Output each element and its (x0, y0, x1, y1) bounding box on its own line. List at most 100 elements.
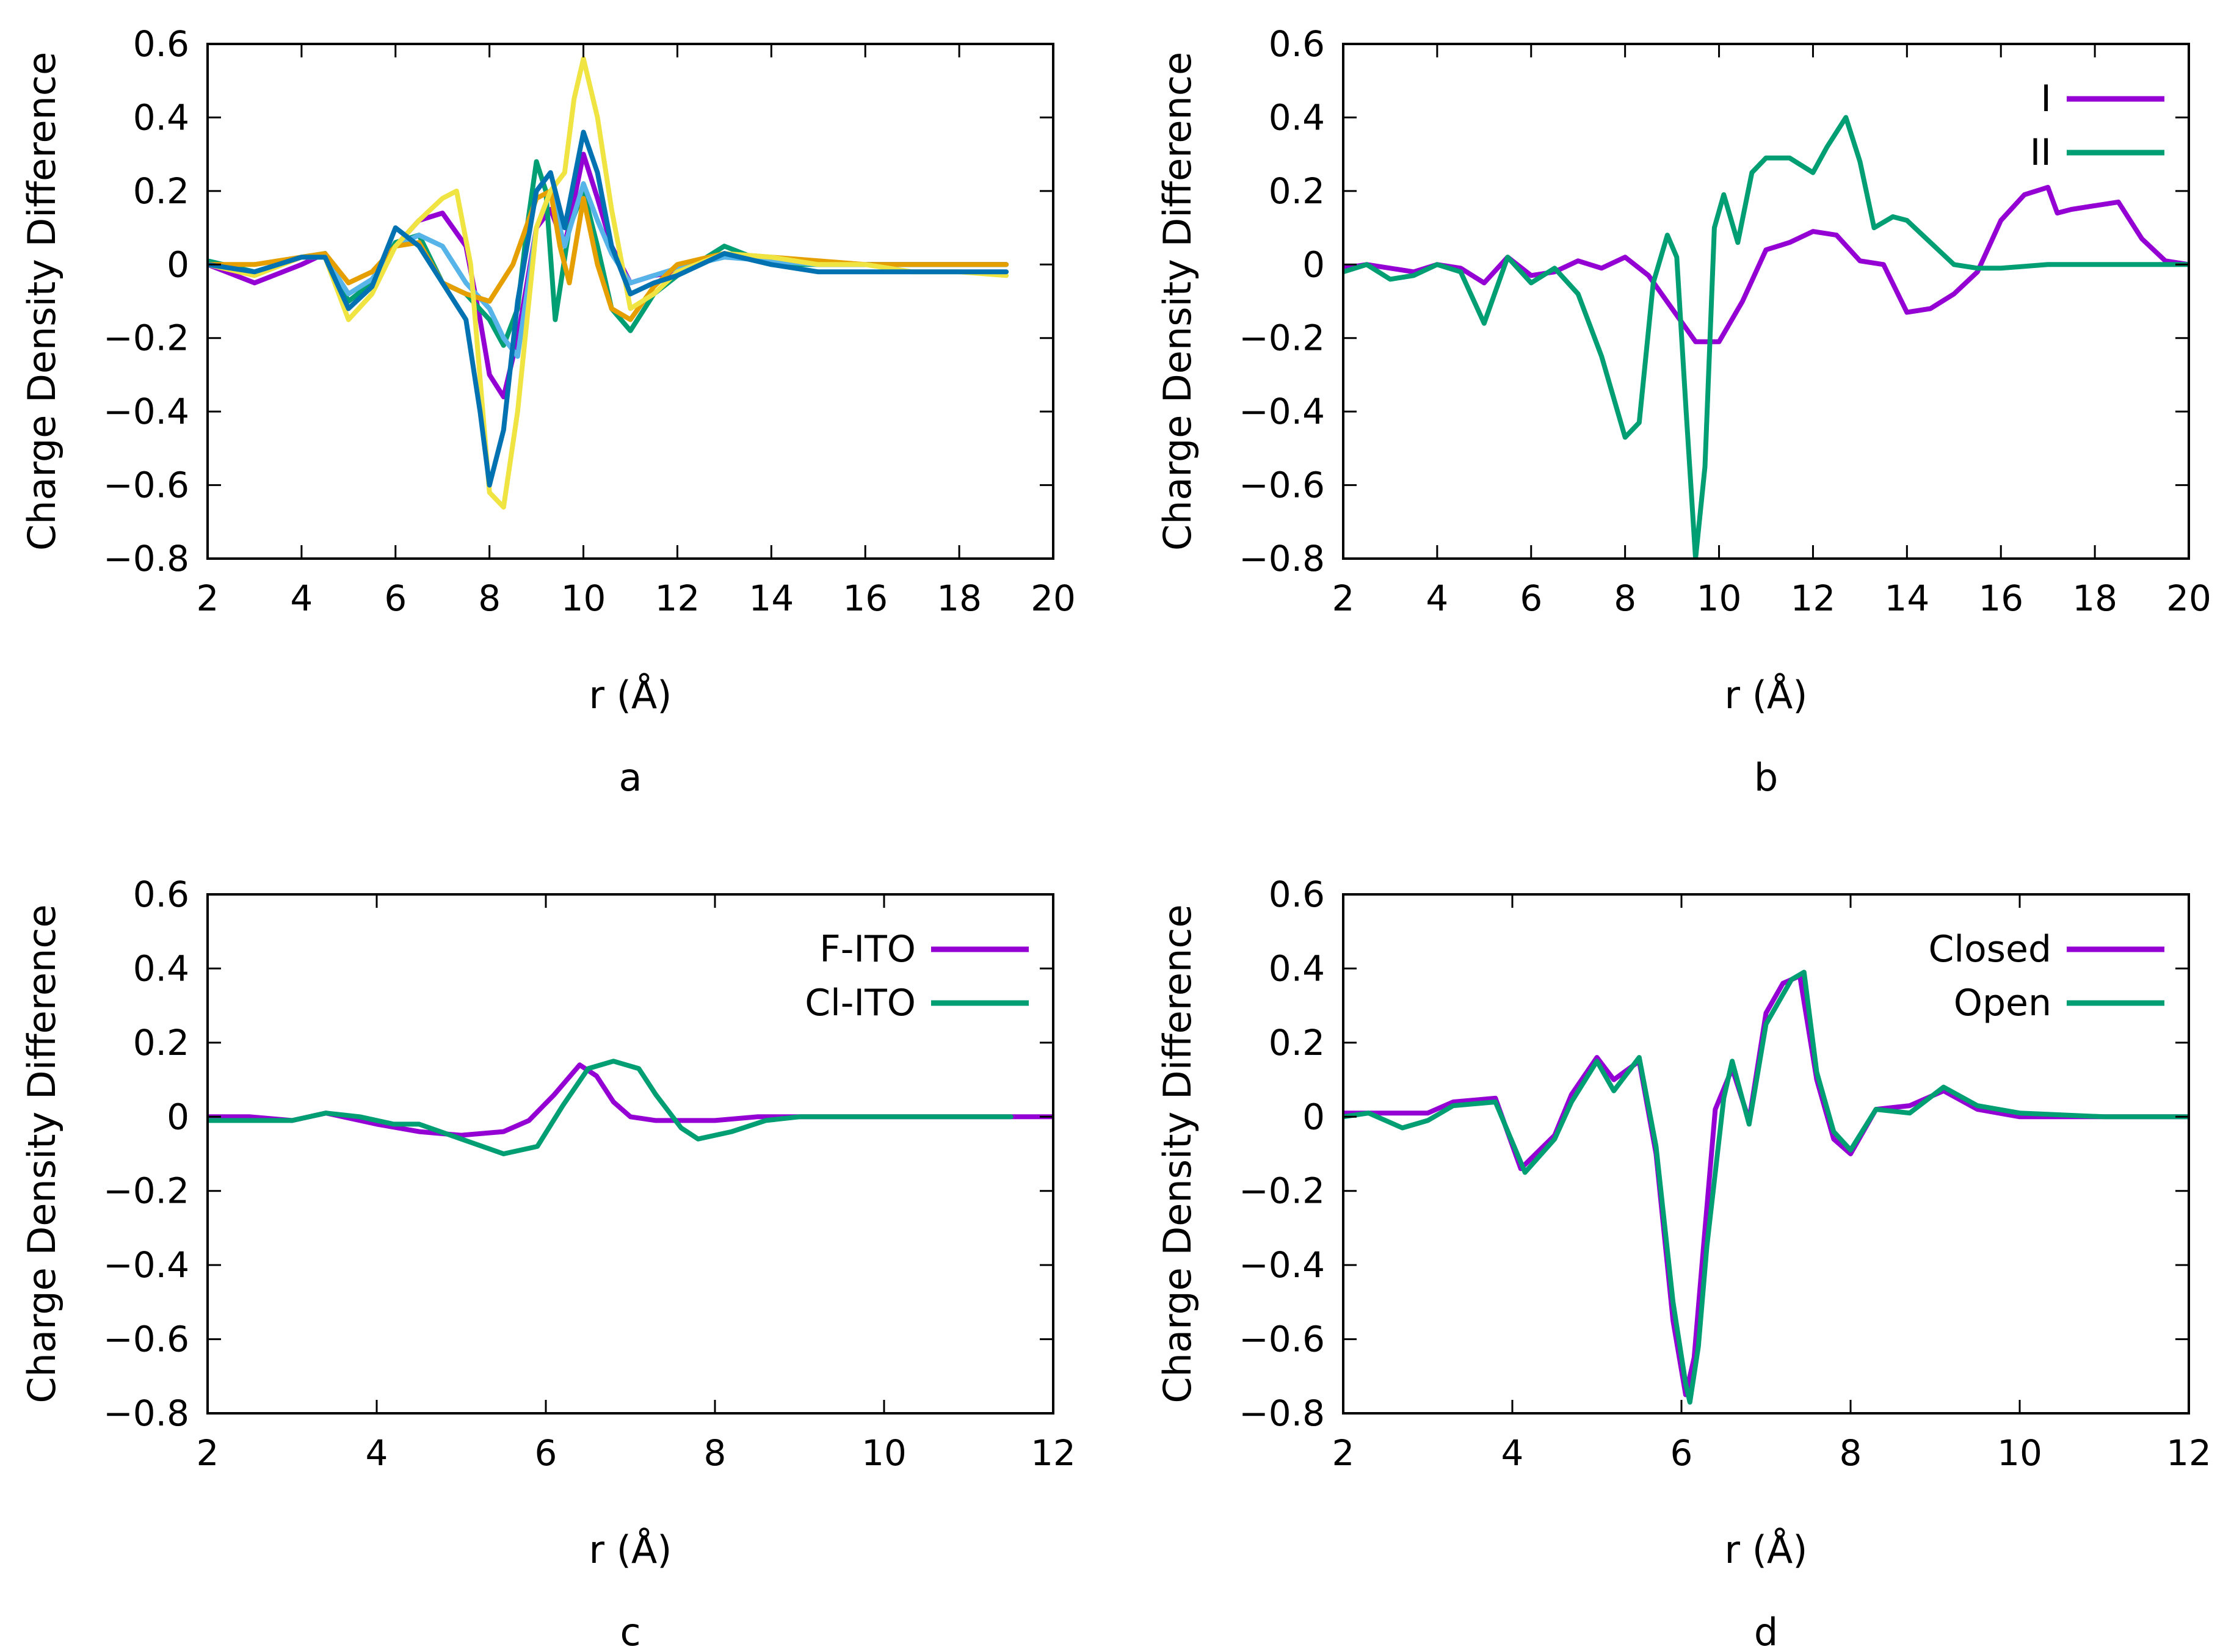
y-tick-label: −0.8 (1239, 538, 1325, 579)
y-tick-label: 0.2 (1269, 1022, 1325, 1063)
x-tick-label: 20 (2166, 578, 2211, 619)
y-tick-label: −0.4 (1239, 391, 1325, 432)
x-tick-label: 16 (843, 578, 888, 619)
y-tick-label: −0.4 (103, 1244, 189, 1286)
y-tick-label: 0.2 (133, 1022, 189, 1063)
y-tick-label: 0.2 (1269, 170, 1325, 212)
y-tick-label: 0.6 (1269, 23, 1325, 65)
plot-frame (1342, 893, 2190, 1415)
x-tick-label: 6 (1520, 578, 1542, 619)
plot-frame (1342, 43, 2190, 560)
y-axis-label: Charge Density Difference (20, 52, 64, 551)
x-tick-label: 8 (704, 1432, 727, 1474)
y-tick-label: −0.6 (1239, 1319, 1325, 1360)
series-group (208, 56, 1009, 510)
legend: Closed Open (1928, 928, 2164, 1024)
y-tick-label: −0.2 (1239, 317, 1325, 359)
x-tick-label: 4 (290, 578, 313, 619)
legend-label: II (2030, 131, 2051, 174)
x-tick-label: 2 (197, 578, 219, 619)
panel-label: a (619, 755, 642, 800)
y-tick-label: −0.4 (103, 391, 189, 432)
y-tick-label: 0.4 (1269, 96, 1325, 138)
x-tick-label: 18 (937, 578, 982, 619)
y-tick-label: 0 (167, 1096, 189, 1137)
y-tick-label: 0.6 (133, 23, 189, 65)
y-tick-label: −0.2 (103, 317, 189, 359)
y-axis-label: Charge Density Difference (1155, 52, 1200, 551)
y-tick-label: −0.8 (103, 538, 189, 579)
series-line-a-6 (208, 129, 1009, 488)
chart-panel-c: 2 4 6 8 10 12 0.6 0.4 0.2 0 −0.2 −0.4 −0.6 −0.8 r (Å) C… (20, 874, 1076, 1652)
plot-frame (206, 893, 1054, 1415)
x-tick-label: 8 (478, 578, 501, 619)
series-line-b-ii (1343, 115, 2189, 559)
series-line-a-2 (208, 159, 1009, 348)
y-tick-label: 0 (1302, 1096, 1325, 1137)
x-tick-label: 8 (1840, 1432, 1862, 1474)
plot-frame (206, 43, 1054, 560)
y-tick-label: −0.4 (1239, 1244, 1325, 1286)
series-group (1343, 969, 2189, 1405)
series-line-a-5 (208, 56, 1009, 510)
y-tick-label: −0.6 (103, 465, 189, 506)
y-tick-label: 0 (167, 244, 189, 285)
x-axis-label: r (Å) (1725, 673, 1808, 717)
x-tick-label: 14 (749, 578, 794, 619)
x-tick-label: 6 (535, 1432, 557, 1474)
x-tick-label: 6 (384, 578, 407, 619)
legend-label: F-ITO (819, 928, 916, 971)
legend-label: Open (1954, 982, 2051, 1024)
y-tick-label: 0.4 (133, 96, 189, 138)
x-tick-label: 12 (1791, 578, 1836, 619)
y-tick-label: 0 (1302, 244, 1325, 285)
y-tick-label: −0.6 (1239, 465, 1325, 506)
series-group (1343, 115, 2189, 559)
x-tick-label: 16 (1978, 578, 2023, 619)
y-tick-label: −0.8 (103, 1393, 189, 1434)
x-tick-label: 14 (1884, 578, 1929, 619)
x-tick-label: 4 (366, 1432, 388, 1474)
legend: III (2030, 78, 2164, 174)
x-tick-label: 4 (1426, 578, 1448, 619)
x-tick-label: 8 (1614, 578, 1636, 619)
panel-label: d (1754, 1610, 1778, 1652)
y-tick-label: 0.2 (133, 170, 189, 212)
y-tick-label: 0.6 (1269, 874, 1325, 915)
y-axis-label: Charge Density Difference (1155, 904, 1200, 1403)
y-tick-label: −0.8 (1239, 1393, 1325, 1434)
legend-label: I (2040, 78, 2051, 120)
series-line-c-cl-ito (208, 1059, 1014, 1156)
x-tick-label: 10 (561, 578, 606, 619)
chart-panel-a: 2 4 6 8 10 12 14 16 18 20 0.6 0.4 0.2 0 −0.2 −0.4 −0.6 −0… (20, 23, 1076, 800)
chart-panel-d: 2 4 6 8 10 12 0.6 0.4 0.2 0 −0.2 −0.4 −0.6 −0.8 r (Å) C… (1155, 874, 2211, 1652)
panel-label: b (1754, 755, 1778, 800)
series-line-d-closed (1343, 973, 2189, 1397)
x-tick-label: 2 (197, 1432, 219, 1474)
x-tick-label: 10 (1997, 1432, 2042, 1474)
x-tick-label: 18 (2072, 578, 2117, 619)
x-axis-label: r (Å) (589, 1527, 672, 1572)
y-tick-label: 0.4 (1269, 947, 1325, 989)
x-tick-label: 2 (1332, 578, 1355, 619)
panel-label: c (620, 1610, 640, 1652)
x-tick-label: 20 (1031, 578, 1076, 619)
x-tick-label: 4 (1501, 1432, 1524, 1474)
y-tick-label: −0.2 (103, 1170, 189, 1212)
x-tick-label: 12 (655, 578, 700, 619)
legend: F-ITO Cl-ITO (805, 928, 1029, 1024)
series-line-d-open (1343, 969, 2189, 1405)
y-tick-label: 0.6 (133, 874, 189, 915)
x-axis-label: r (Å) (1725, 1527, 1808, 1572)
x-tick-label: 12 (1031, 1432, 1076, 1474)
y-tick-label: −0.6 (103, 1319, 189, 1360)
x-tick-label: 10 (1697, 578, 1742, 619)
x-tick-label: 2 (1332, 1432, 1355, 1474)
x-tick-label: 6 (1670, 1432, 1693, 1474)
x-tick-label: 12 (2166, 1432, 2211, 1474)
y-tick-label: 0.4 (133, 947, 189, 989)
chart-panel-b: 2 4 6 8 10 12 14 16 18 20 0.6 0.4 0.2 0 −0.2 −0.4 −0.6 −0… (1155, 23, 2211, 800)
x-tick-label: 10 (861, 1432, 907, 1474)
